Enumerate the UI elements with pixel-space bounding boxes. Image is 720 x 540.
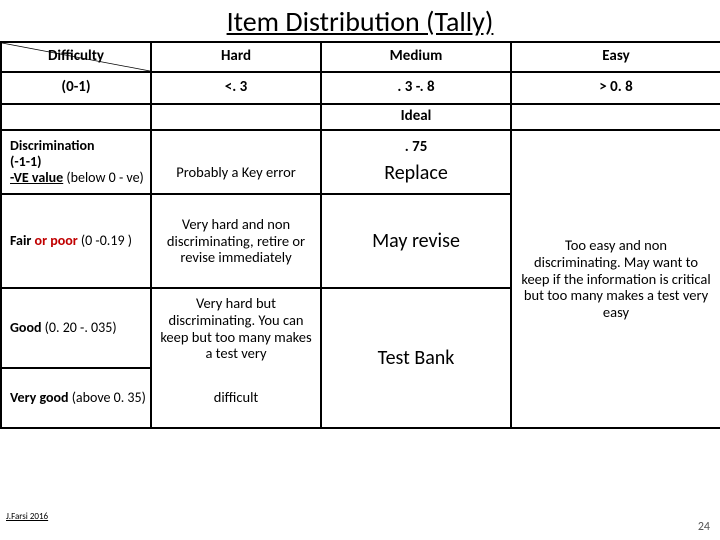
fair-label-rest: (0 -0.19 ) [81, 232, 132, 249]
range-hard: <. 3 [151, 72, 321, 104]
hdr-hard: Hard [151, 42, 321, 72]
neg-label-cell: Discrimination (-1-1) -VE value (below 0… [1, 130, 151, 194]
range-easy: > 0. 8 [511, 72, 720, 104]
fair-label-cell: Fair or poor (0 -0.19 ) [1, 194, 151, 288]
range-med: . 3 -. 8 [321, 72, 511, 104]
hdr-easy: Easy [511, 42, 720, 72]
neg-med-cell: . 75 Replace [321, 130, 511, 194]
footer-credit: J.Farsi 2016 [6, 511, 48, 522]
page-number: 24 [698, 520, 710, 534]
neg-hard-cell: Probably a Key error [151, 130, 321, 194]
discrim-line2: (-1-1) [10, 154, 146, 170]
fair-med-cell: May revise [321, 194, 511, 288]
row-negative: Discrimination (-1-1) -VE value (below 0… [1, 130, 720, 194]
ideal-easy-blank [511, 104, 720, 130]
distribution-table: Difficulty Hard Medium Easy (0-1) <. 3 .… [0, 41, 720, 429]
ideal-hard-blank [151, 104, 321, 130]
neg-label-rest: (below 0 - ve) [63, 169, 144, 186]
hdr-medium: Medium [321, 42, 511, 72]
vgood-label-cell: Very good (above 0. 35) [1, 368, 151, 428]
hdr-difficulty: Difficulty [1, 42, 151, 72]
discrim-line1: Discrimination [10, 138, 146, 154]
ideal-label: Ideal [321, 104, 511, 130]
good-hard-cell: Very hard but discriminating. You can ke… [151, 288, 321, 368]
page-title: Item Distribution (Tally) [0, 0, 720, 41]
header-row: Difficulty Hard Medium Easy [1, 42, 720, 72]
vgood-label-rest: (above 0. 35) [72, 389, 146, 406]
good-label-cell: Good (0. 20 -. 035) [1, 288, 151, 368]
ideal-left-blank [1, 104, 151, 130]
ideal-row: Ideal [1, 104, 720, 130]
neg-replace: Replace [326, 162, 506, 185]
diagonal-line-icon [2, 43, 150, 71]
fair-label-prefix: Fair [10, 232, 35, 249]
good-label-bold: Good [10, 319, 45, 336]
range-scale: (0-1) [1, 72, 151, 104]
good-label-rest: (0. 20 -. 035) [45, 319, 117, 336]
vgood-label-prefix: Very good [10, 389, 72, 406]
fair-label-red: or poor [35, 232, 81, 249]
vgood-hard-cell: difficult [151, 368, 321, 428]
range-row: (0-1) <. 3 . 3 -. 8 > 0. 8 [1, 72, 720, 104]
easy-merged-cell: Too easy and non discriminating. May wan… [511, 130, 720, 428]
ideal-value: . 75 [326, 139, 506, 156]
good-med-cell: Test Bank [321, 288, 511, 428]
fair-hard-cell: Very hard and non discriminating, retire… [151, 194, 321, 288]
neg-label-bold: -VE value [10, 169, 63, 186]
